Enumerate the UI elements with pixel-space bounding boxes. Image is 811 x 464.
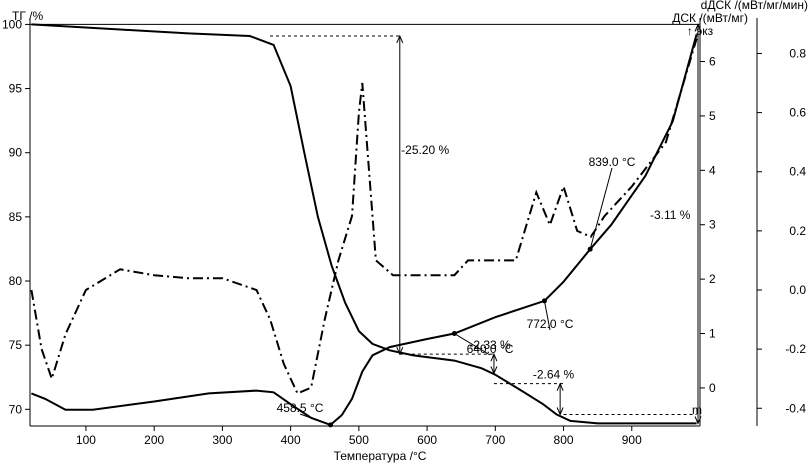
dsc-tick-label: 2: [709, 272, 716, 286]
tg-mass-change-total: -25.20 %: [401, 143, 449, 157]
dsc-peak-label: 458.5 °C: [277, 401, 324, 415]
dsc-onset-label-2: 772.0 °C: [527, 317, 574, 331]
tg-step-arrow-2-head-bottom: [490, 366, 498, 375]
tg-step-arrow-4-head-bottom: [694, 416, 702, 425]
ddsc-tick-label: 0.6: [789, 106, 806, 120]
tg-step-arrow-1-head-top: [396, 34, 404, 44]
dsc-axis-label: ДСК /(мВт/мг): [672, 11, 748, 25]
tg-step-arrow-2-head-top: [490, 352, 498, 362]
ddsc-axis-label: dДСК /(мВт/мг/мин): [701, 0, 808, 12]
tg-tick-label: 100: [2, 17, 22, 31]
x-tick-label: 200: [144, 433, 164, 447]
tg-tick-label: 85: [9, 210, 23, 224]
tg-step-arrow-4-head-top: [694, 23, 702, 32]
dsc-peak-label-leader: [299, 413, 331, 426]
tg-mass-change-3: -2.64 %: [533, 368, 575, 382]
dsc-tick-label: 3: [709, 218, 716, 232]
tg-tick-label: 70: [9, 402, 23, 416]
dsc-tick-label: 5: [709, 109, 716, 123]
tg-mass-change-5: m: [692, 403, 702, 417]
tg-tick-label: 80: [9, 274, 23, 288]
x-tick-label: 500: [349, 433, 369, 447]
x-tick-label: 800: [554, 433, 574, 447]
dsc-tick-label: 4: [709, 163, 716, 177]
tg-axis-label: ТГ /%: [12, 9, 43, 23]
x-tick-label: 700: [485, 433, 505, 447]
x-tick-label: 900: [622, 433, 642, 447]
ddsc-tick-label: 0.2: [789, 224, 806, 238]
tg-mass-change-4: -3.11 %: [650, 208, 691, 222]
ddsc-tick-label: -0.2: [785, 342, 806, 356]
ddsc-tick-label: 0.0: [789, 283, 806, 297]
dsc-onset-label-3: 839.0 °C: [589, 155, 636, 169]
x-tick-label: 100: [76, 433, 96, 447]
x-tick-label: 600: [417, 433, 437, 447]
dsc-tick-label: 0: [709, 381, 716, 395]
x-tick-label: 400: [281, 433, 301, 447]
x-tick-label: 300: [212, 433, 232, 447]
tg-curve: [31, 23, 697, 425]
tg-tick-label: 95: [9, 82, 23, 96]
ddsc-curve: [30, 38, 698, 395]
dsc-tick-label: 1: [709, 327, 716, 341]
dsc-onset-label-2-leader: [543, 300, 551, 331]
tg-step-arrow-3-head-bottom: [556, 407, 564, 416]
dsc-curve: [31, 34, 698, 427]
dsc-onset-label-3-leader: [589, 167, 613, 250]
series-marks: [30, 23, 698, 427]
dsc-onset-label-1-leader: [454, 333, 491, 356]
tg-tick-label: 90: [9, 146, 23, 160]
x-axis-label: Температура /°C: [334, 449, 427, 463]
ddsc-tick-label: 0.8: [789, 46, 806, 60]
dsc-tick-label: 6: [709, 55, 716, 69]
exo-indicator: ↑ экз: [687, 24, 714, 38]
ddsc-tick-label: 0.4: [789, 165, 806, 179]
dsc-onset-label-1: 640.0 °C: [467, 342, 514, 356]
ddsc-tick-label: -0.4: [785, 401, 806, 415]
tg-step-arrow-1-head-bottom: [396, 346, 404, 356]
tg-tick-label: 75: [9, 338, 23, 352]
